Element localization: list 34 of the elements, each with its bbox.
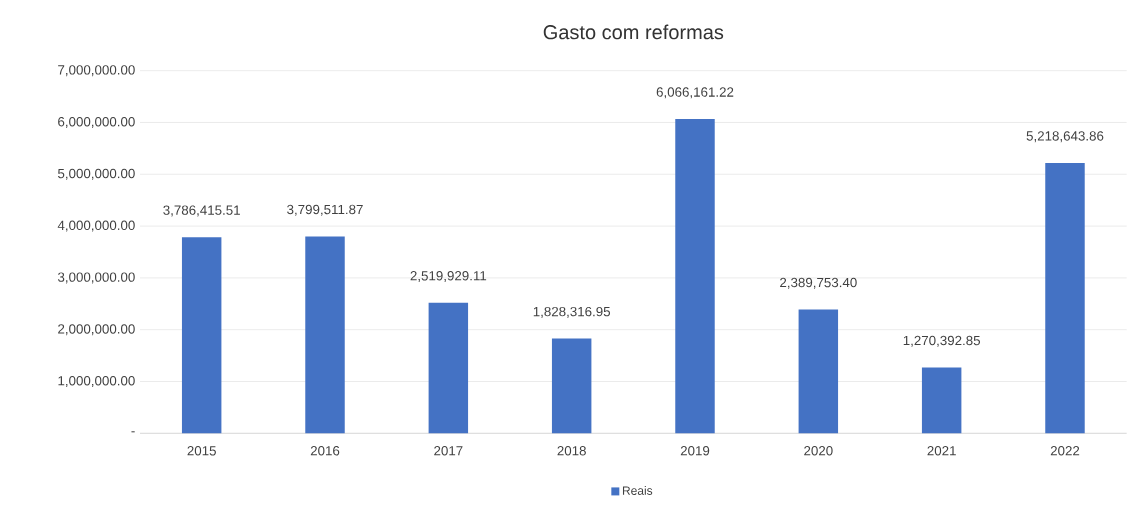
- y-tick-label: 1,000,000.00: [58, 376, 135, 388]
- x-tick-label: 2021: [927, 446, 956, 456]
- chart-title: Gasto com reformas: [543, 24, 724, 40]
- x-tick-label: 2015: [187, 446, 216, 456]
- y-tick-label: 3,000,000.00: [57, 272, 135, 284]
- bar: [798, 309, 839, 434]
- y-tick-label: 4,000,000.00: [57, 220, 135, 232]
- data-label: 3,786,415.51: [163, 205, 240, 217]
- data-label: 6,066,161.22: [656, 87, 734, 99]
- y-tick-label: 2,000,000.00: [58, 324, 135, 336]
- y-tick-label: 6,000,000.00: [58, 116, 135, 128]
- data-label: 1,828,316.95: [533, 306, 611, 318]
- y-tick-label: -: [131, 431, 135, 433]
- bar: [921, 367, 962, 434]
- data-label: 5,218,643.86: [1026, 131, 1104, 143]
- x-tick-label: 2016: [310, 446, 340, 456]
- y-tick-label: 7,000,000.00: [58, 65, 135, 77]
- x-tick-label: 2019: [680, 446, 710, 456]
- data-label: 1,270,392.85: [903, 335, 981, 347]
- x-tick-label: 2017: [434, 446, 463, 456]
- bar: [305, 236, 345, 434]
- data-label: 2,519,929.11: [410, 271, 487, 283]
- x-tick-label: 2022: [1050, 446, 1080, 456]
- bar: [181, 237, 222, 434]
- bar: [551, 338, 592, 434]
- bar: [1045, 162, 1085, 434]
- data-label: 3,799,511.87: [287, 204, 363, 216]
- legend-label: Reais: [622, 486, 653, 495]
- data-label: 2,389,753.40: [780, 277, 857, 289]
- bar: [428, 302, 469, 434]
- y-tick-label: 5,000,000.00: [58, 168, 135, 180]
- bar: [675, 119, 715, 434]
- x-tick-label: 2018: [557, 446, 586, 456]
- x-tick-label: 2020: [804, 446, 833, 456]
